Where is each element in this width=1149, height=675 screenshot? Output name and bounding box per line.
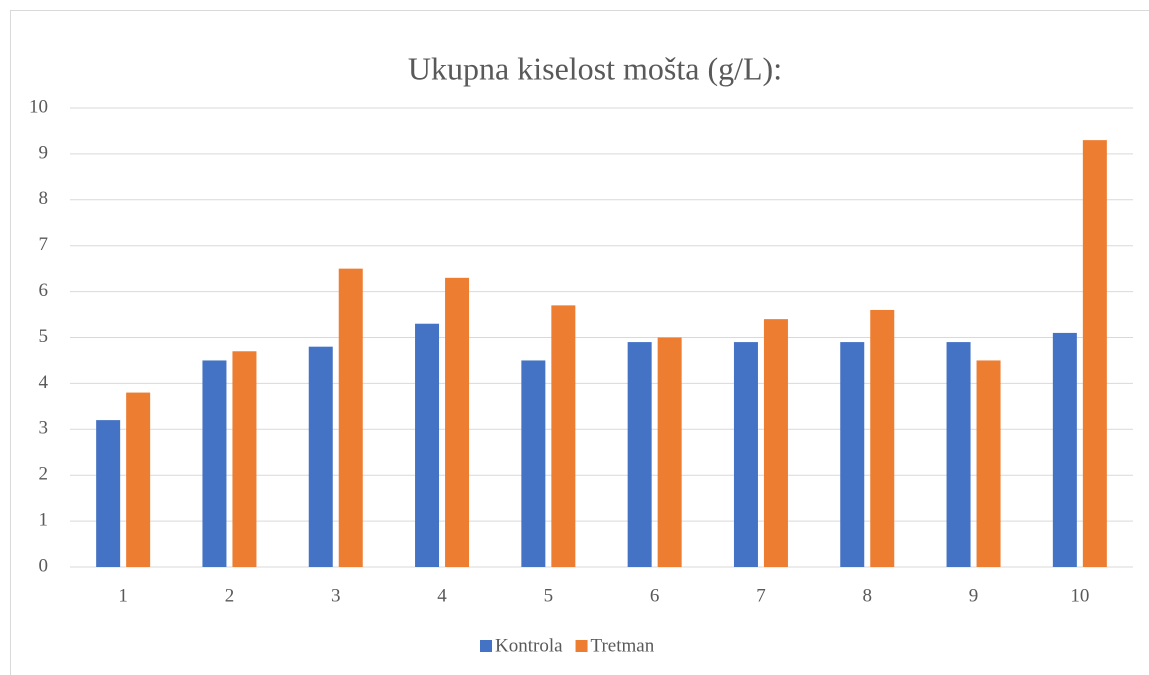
bar (763, 319, 788, 567)
x-tick-label: 4 (437, 585, 447, 606)
bar (308, 346, 333, 567)
legend-label: Tretman (591, 635, 655, 656)
y-tick-label: 2 (39, 464, 49, 485)
x-tick-label: 8 (863, 585, 873, 606)
y-tick-label: 7 (39, 234, 49, 255)
legend-swatch (480, 640, 492, 652)
bar (445, 277, 470, 567)
bar (870, 309, 895, 567)
y-tick-label: 4 (39, 372, 49, 393)
x-tick-label: 2 (225, 585, 235, 606)
x-tick-label: 1 (118, 585, 128, 606)
bar (627, 342, 652, 567)
bar (126, 392, 151, 567)
y-tick-label: 6 (39, 280, 49, 301)
x-tick-label: 6 (650, 585, 660, 606)
y-tick-label: 9 (39, 142, 49, 163)
y-tick-label: 8 (39, 188, 49, 209)
x-tick-label: 3 (331, 585, 341, 606)
legend-label: Kontrola (495, 635, 563, 656)
bar (551, 305, 576, 567)
bar (840, 342, 865, 567)
bar (946, 342, 971, 567)
y-tick-label: 10 (29, 96, 48, 117)
bar (1082, 140, 1107, 567)
bar (338, 268, 363, 567)
x-tick-label: 7 (756, 585, 766, 606)
bar (202, 360, 227, 567)
bar (733, 342, 758, 567)
y-tick-label: 1 (39, 509, 49, 530)
x-tick-label: 5 (544, 585, 554, 606)
bar (657, 337, 682, 567)
bar (1052, 332, 1077, 567)
y-tick-label: 0 (39, 555, 49, 576)
y-tick-label: 3 (39, 418, 49, 439)
chart-border (10, 10, 1149, 675)
bar (976, 360, 1001, 567)
bar (521, 360, 546, 567)
bar (232, 351, 257, 567)
bar (415, 323, 440, 567)
x-tick-label: 10 (1070, 585, 1089, 606)
bar (96, 420, 121, 567)
x-tick-label: 9 (969, 585, 979, 606)
legend-swatch (575, 640, 588, 652)
y-tick-label: 5 (39, 326, 49, 347)
chart-title: Ukupna kiselost mošta (g/L): (408, 50, 782, 86)
